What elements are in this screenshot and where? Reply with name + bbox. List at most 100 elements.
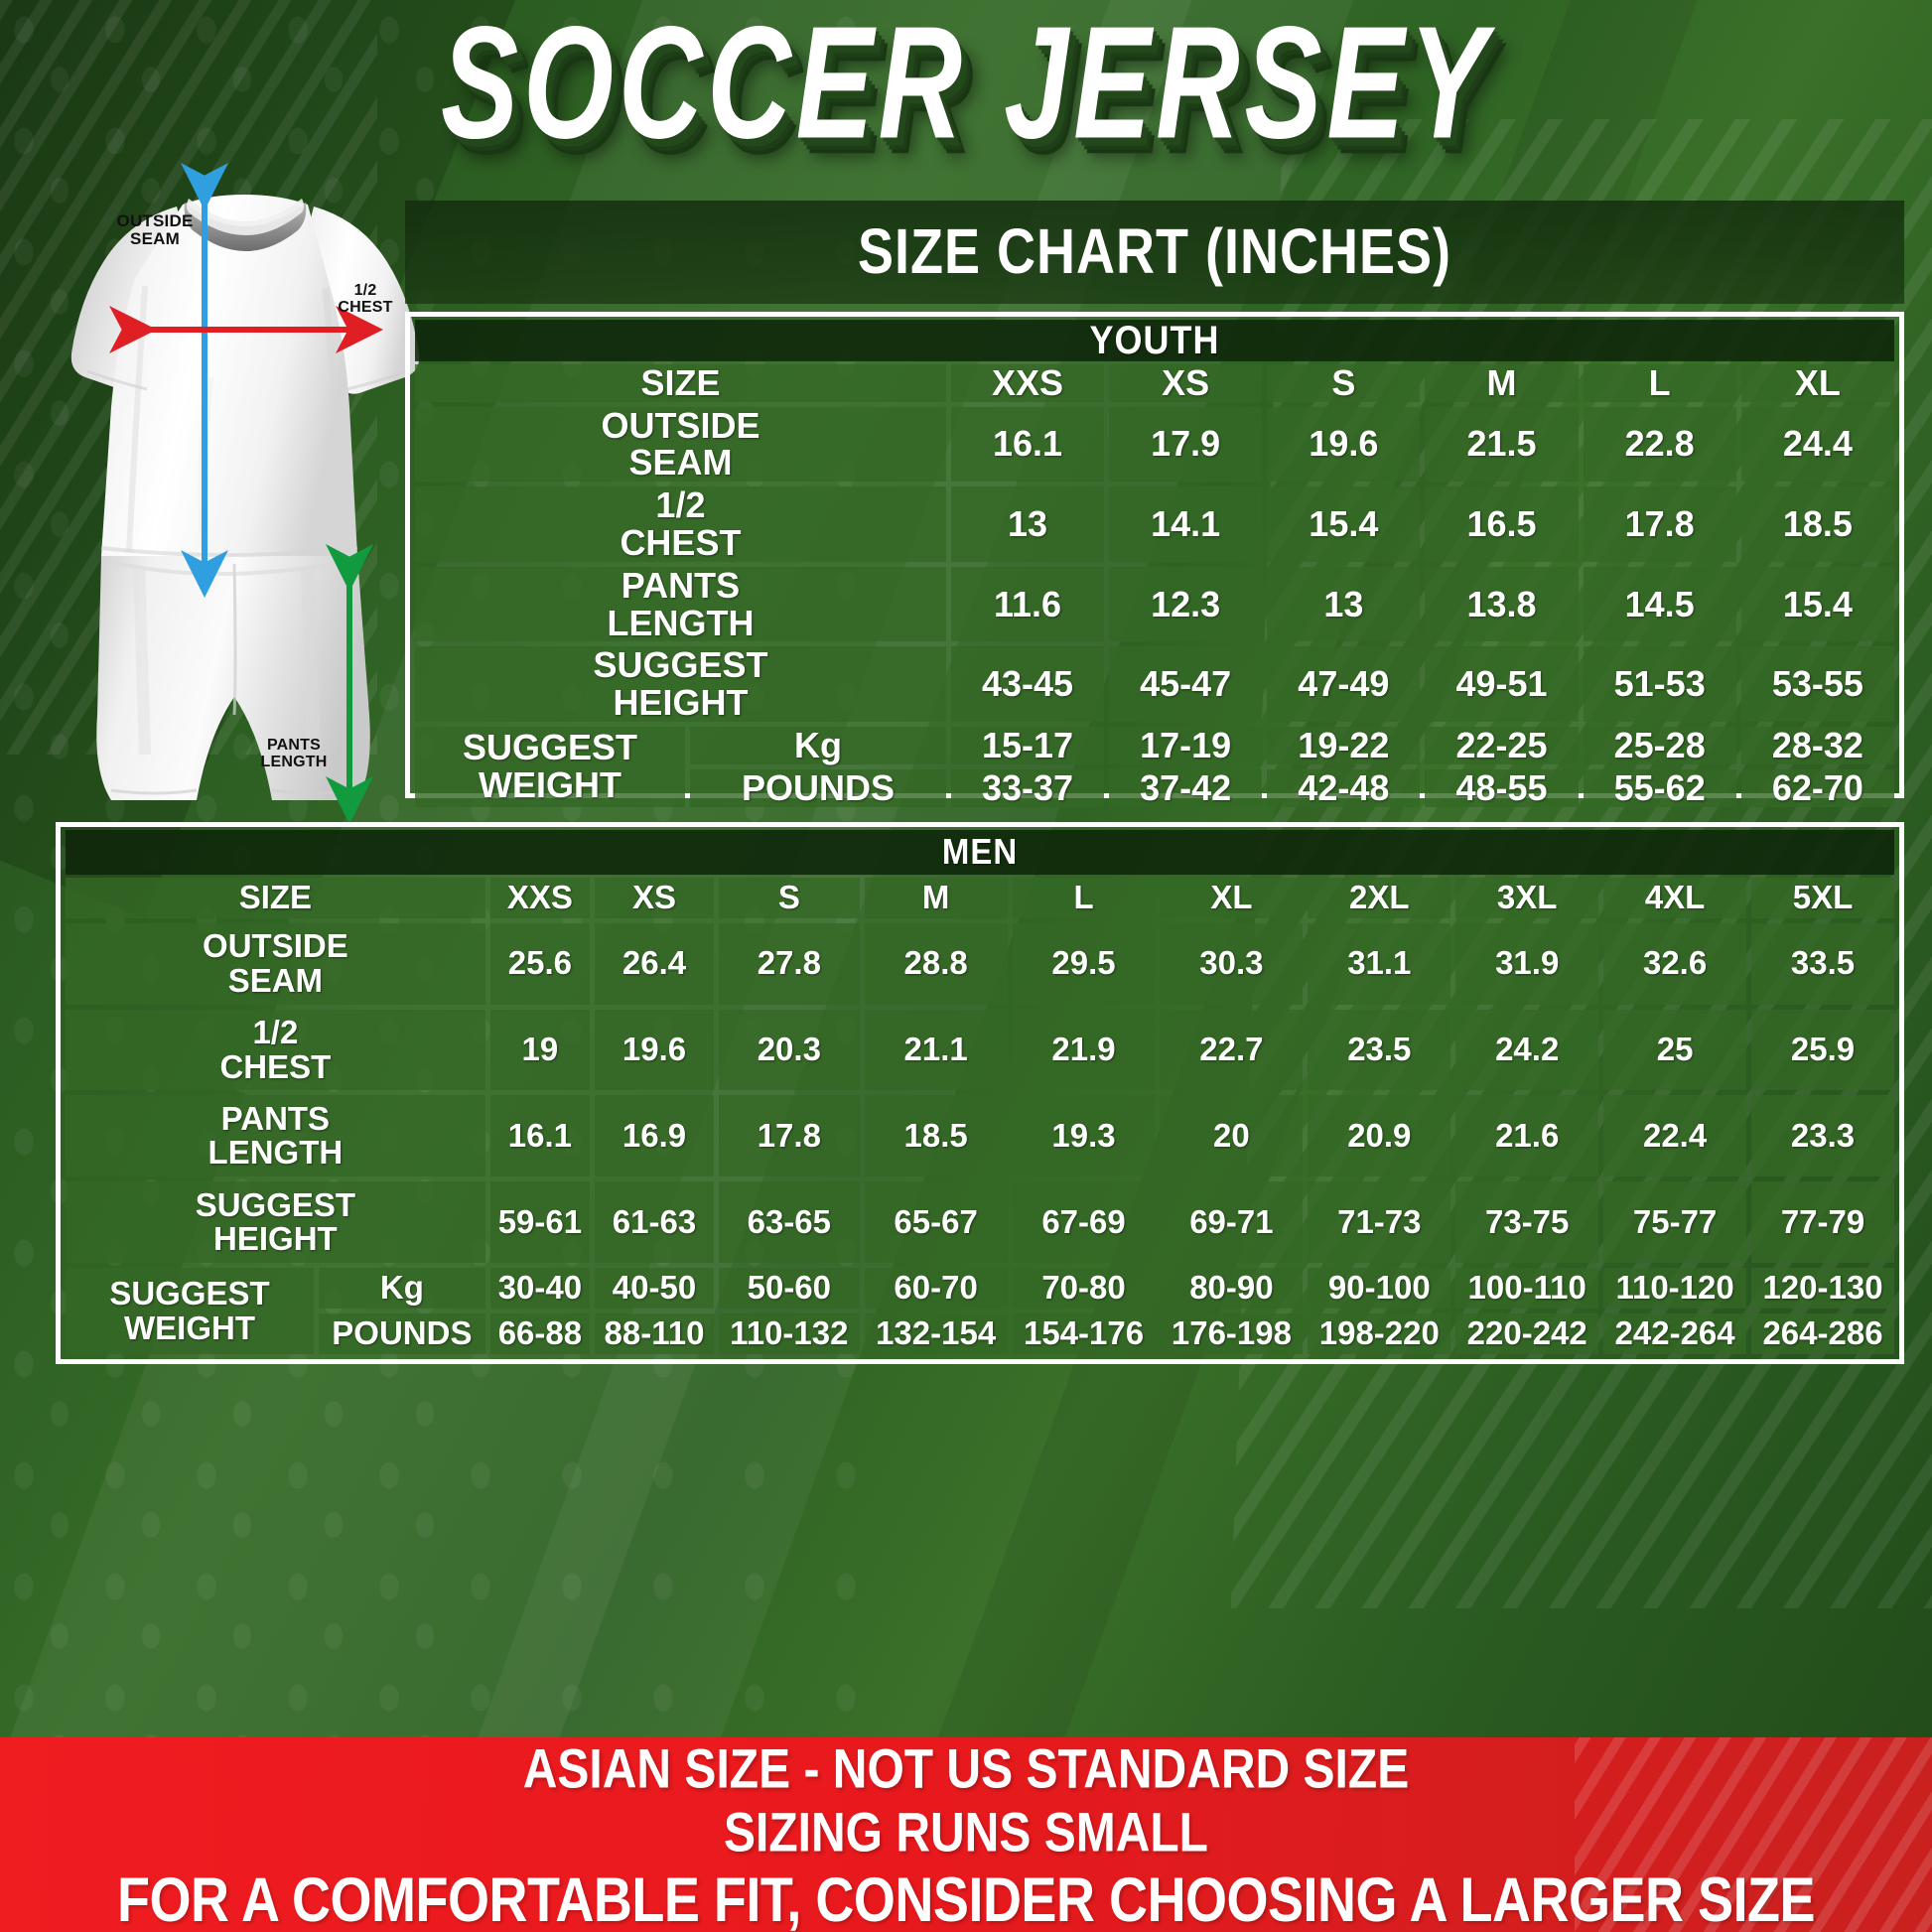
- value-cell: 80-90: [1160, 1268, 1304, 1310]
- value-cell: 13: [1267, 566, 1421, 642]
- value-cell: 22.8: [1583, 406, 1736, 483]
- size-chart-banner-text: SIZE CHART (INCHES): [858, 216, 1451, 288]
- value-cell: 70-80: [1012, 1268, 1156, 1310]
- size-chart-banner: SIZE CHART (INCHES): [405, 201, 1904, 304]
- pants-length-label: PANTS LENGTH: [260, 737, 328, 771]
- value-cell: 18.5: [864, 1095, 1008, 1177]
- value-cell: 25-28: [1583, 727, 1736, 764]
- row-label-cell: SUGGEST HEIGHT: [415, 646, 946, 722]
- table-row: SUGGEST HEIGHT 43-45 45-47 47-49 49-51 51-53 53…: [415, 646, 1894, 722]
- footer-line-3: FOR A COMFORTABLE FIT, CONSIDER CHOOSING…: [117, 1865, 1816, 1932]
- men-size-table: MEN SIZE XXS XS S M L XL 2XL 3XL 4XL 5XL OUTSIDE SEAM…: [56, 822, 1904, 1364]
- value-cell: 25.9: [1751, 1009, 1894, 1091]
- value-cell: 30-40: [489, 1268, 591, 1310]
- value-cell: 42-48: [1267, 768, 1421, 807]
- men-table-grid: MEN SIZE XXS XS S M L XL 2XL 3XL 4XL 5XL OUTSIDE SEAM…: [61, 827, 1899, 1359]
- value-cell: 31.9: [1455, 922, 1599, 1005]
- value-cell: 18.5: [1740, 486, 1894, 562]
- value-cell: 21.9: [1012, 1009, 1156, 1091]
- value-cell: 37-42: [1109, 768, 1263, 807]
- value-cell: 90-100: [1308, 1268, 1451, 1310]
- value-cell: 19-22: [1267, 727, 1421, 764]
- value-cell: 24.2: [1455, 1009, 1599, 1091]
- value-cell: 51-53: [1583, 646, 1736, 722]
- value-cell: 176-198: [1160, 1313, 1304, 1354]
- table-row: 1/2 CHEST 19 19.6 20.3 21.1 21.9 22.7 23.5 24.2 25…: [66, 1009, 1894, 1091]
- value-cell: 20.9: [1308, 1095, 1451, 1177]
- table-row: PANTS LENGTH 16.1 16.9 17.8 18.5 19.3 20 20.9 21.…: [66, 1095, 1894, 1177]
- row-label-cell: 1/2 CHEST: [66, 1009, 485, 1091]
- weight-unit-cell: Kg: [690, 727, 946, 764]
- value-cell: 25: [1603, 1009, 1747, 1091]
- row-label-cell: 1/2 CHEST: [415, 486, 946, 562]
- value-cell: 26.4: [595, 922, 714, 1005]
- weight-unit-cell: POUNDS: [319, 1313, 485, 1354]
- value-cell: 13.8: [1425, 566, 1579, 642]
- value-cell: 12.3: [1109, 566, 1263, 642]
- size-column-header: S: [1267, 363, 1421, 402]
- value-cell: 154-176: [1012, 1313, 1156, 1354]
- size-column-header: L: [1583, 363, 1736, 402]
- youth-table-grid: YOUTH SIZE XXS XS S M L XL OUTSIDE SEAM 16.1 17.9 19…: [410, 317, 1899, 812]
- table-row: OUTSIDE SEAM 16.1 17.9 19.6 21.5 22.8 24.4: [415, 406, 1894, 483]
- value-cell: 198-220: [1308, 1313, 1451, 1354]
- table-header-row: SIZE XXS XS S M L XL 2XL 3XL 4XL 5XL: [66, 877, 1894, 918]
- value-cell: 29.5: [1012, 922, 1156, 1005]
- value-cell: 15.4: [1267, 486, 1421, 562]
- value-cell: 59-61: [489, 1181, 591, 1264]
- value-cell: 31.1: [1308, 922, 1451, 1005]
- value-cell: 28-32: [1740, 727, 1894, 764]
- value-cell: 27.8: [718, 922, 860, 1005]
- value-cell: 48-55: [1425, 768, 1579, 807]
- value-cell: 21.6: [1455, 1095, 1599, 1177]
- size-column-header: XS: [1109, 363, 1263, 402]
- footer-stripes: [1575, 1737, 1932, 1932]
- size-header-cell: SIZE: [66, 877, 485, 918]
- size-column-header: M: [1425, 363, 1579, 402]
- value-cell: 53-55: [1740, 646, 1894, 722]
- group-header-cell: YOUTH: [415, 320, 1894, 361]
- value-cell: 55-62: [1583, 768, 1736, 807]
- table-header-row: SIZE XXS XS S M L XL: [415, 363, 1894, 402]
- value-cell: 75-77: [1603, 1181, 1747, 1264]
- value-cell: 63-65: [718, 1181, 860, 1264]
- table-row: POUNDS 66-88 88-110 110-132 132-154 154-176 17…: [66, 1313, 1894, 1354]
- value-cell: 110-132: [718, 1313, 860, 1354]
- value-cell: 30.3: [1160, 922, 1304, 1005]
- value-cell: 25.6: [489, 922, 591, 1005]
- page-title: SOCCER JERSEY: [0, 0, 1932, 172]
- jersey-svg: [70, 163, 420, 824]
- table-group-header-row: YOUTH: [415, 320, 1894, 361]
- value-cell: 21.5: [1425, 406, 1579, 483]
- footer-line-1: ASIAN SIZE - NOT US STANDARD SIZE: [522, 1738, 1410, 1801]
- table-row: 1/2 CHEST 13 14.1 15.4 16.5 17.8 18.5: [415, 486, 1894, 562]
- value-cell: 67-69: [1012, 1181, 1156, 1264]
- value-cell: 65-67: [864, 1181, 1008, 1264]
- value-cell: 19.3: [1012, 1095, 1156, 1177]
- page-title-text: SOCCER JERSEY: [440, 0, 1492, 172]
- weight-unit-cell: Kg: [319, 1268, 485, 1310]
- value-cell: 60-70: [864, 1268, 1008, 1310]
- value-cell: 62-70: [1740, 768, 1894, 807]
- value-cell: 21.1: [864, 1009, 1008, 1091]
- value-cell: 73-75: [1455, 1181, 1599, 1264]
- table-row: SUGGEST WEIGHT Kg 30-40 40-50 50-60 60-70 70-80…: [66, 1268, 1894, 1354]
- value-cell: 22-25: [1425, 727, 1579, 764]
- footer-line-2: SIZING RUNS SMALL: [724, 1802, 1208, 1864]
- size-column-header: XL: [1160, 877, 1304, 918]
- size-column-header: M: [864, 877, 1008, 918]
- value-cell: 23.3: [1751, 1095, 1894, 1177]
- value-cell: 17.9: [1109, 406, 1263, 483]
- shorts-graphic: [96, 556, 370, 800]
- value-cell: 17.8: [718, 1095, 860, 1177]
- value-cell: 45-47: [1109, 646, 1263, 722]
- value-cell: 61-63: [595, 1181, 714, 1264]
- value-cell: 19.6: [595, 1009, 714, 1091]
- value-cell: 20: [1160, 1095, 1304, 1177]
- size-column-header: XS: [595, 877, 714, 918]
- group-header-cell: MEN: [66, 829, 1894, 875]
- value-cell: 110-120: [1603, 1268, 1747, 1310]
- value-cell: 24.4: [1740, 406, 1894, 483]
- value-cell: 32.6: [1603, 922, 1747, 1005]
- table-row: SUGGEST WEIGHT Kg 15-17 17-19 19-22 22-25 25-28…: [415, 727, 1894, 807]
